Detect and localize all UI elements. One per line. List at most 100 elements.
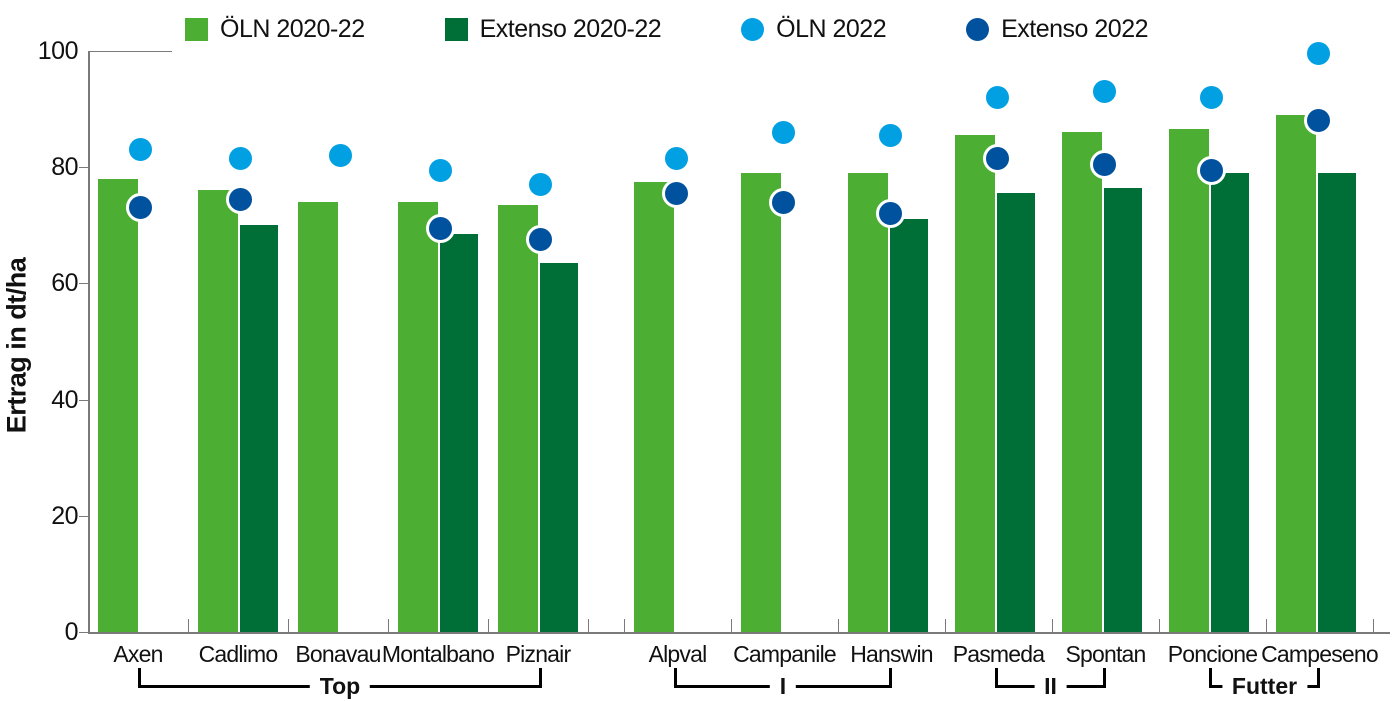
dot-oln-poncione xyxy=(1196,82,1226,112)
chart-legend: ÖLN 2020-22 Extenso 2020-22 ÖLN 2022 Extens… xyxy=(185,8,1149,50)
x-tick xyxy=(488,619,489,632)
legend-label: Extenso 2022 xyxy=(1001,14,1149,43)
dot-extenso-spontan xyxy=(1089,149,1119,179)
x-tick xyxy=(188,619,189,632)
y-axis-line xyxy=(88,51,90,632)
x-label-piznair: Piznair xyxy=(505,641,572,667)
bar-oln-piznair xyxy=(498,204,538,632)
dot-extenso-hanswin xyxy=(875,199,905,229)
bar-extenso-spontan xyxy=(1104,187,1142,632)
bar-extenso-montalbano xyxy=(440,234,478,632)
y-tick xyxy=(79,283,89,285)
x-label-bonavau: Bonavau xyxy=(295,641,381,667)
bar-oln-spontan xyxy=(1062,132,1102,632)
bar-oln-pasmeda xyxy=(955,135,995,632)
extenso-dot-swatch-icon xyxy=(966,17,990,41)
x-tick xyxy=(624,619,625,632)
bar-oln-poncione xyxy=(1169,129,1209,632)
group-label-futter: Futter xyxy=(1221,673,1308,699)
y-tick xyxy=(79,167,89,169)
x-label-hanswin: Hanswin xyxy=(850,641,933,667)
bar-extenso-campeseno xyxy=(1318,173,1356,632)
group-label-top: Top xyxy=(309,673,371,699)
x-label-spontan: Spontan xyxy=(1065,641,1146,667)
x-tick xyxy=(1159,619,1160,632)
group-bracket-top: Top xyxy=(138,668,542,699)
x-tick xyxy=(1373,619,1374,632)
y-tick xyxy=(79,632,89,633)
dot-oln-montalbano xyxy=(425,155,455,185)
y-tick-label: 80 xyxy=(51,153,78,182)
bar-oln-bonavau xyxy=(298,202,338,632)
x-tick xyxy=(588,619,589,632)
dot-extenso-cadlimo xyxy=(225,184,255,214)
x-tick xyxy=(288,619,289,632)
x-tick xyxy=(838,619,839,632)
x-label-axen: Axen xyxy=(113,641,163,667)
bar-oln-alpval xyxy=(634,181,674,632)
legend-label: ÖLN 2020-22 xyxy=(220,14,365,43)
x-label-poncione: Poncione xyxy=(1167,641,1258,667)
y-tick xyxy=(79,399,89,401)
legend-item-2: ÖLN 2022 xyxy=(741,14,887,44)
dot-oln-bonavau xyxy=(325,141,355,171)
y-tick xyxy=(79,515,89,517)
bar-oln-campanile xyxy=(741,173,781,632)
legend-item-3: Extenso 2022 xyxy=(966,14,1149,44)
bar-oln-montalbano xyxy=(398,202,438,632)
x-axis-line xyxy=(88,632,1390,634)
dot-oln-pasmeda xyxy=(982,82,1012,112)
bar-extenso-poncione xyxy=(1211,173,1249,632)
dot-oln-spontan xyxy=(1089,77,1119,107)
x-label-montalbano: Montalbano xyxy=(381,641,495,667)
bar-oln-axen xyxy=(98,178,138,632)
x-tick xyxy=(1052,619,1053,632)
dot-oln-piznair xyxy=(525,170,555,200)
x-tick xyxy=(731,619,732,632)
group-bracket-i: I xyxy=(674,668,892,699)
dot-oln-hanswin xyxy=(875,120,905,150)
dot-oln-cadlimo xyxy=(225,143,255,173)
x-tick xyxy=(388,619,389,632)
dot-extenso-campanile xyxy=(768,187,798,217)
y-tick-label: 100 xyxy=(37,37,79,65)
bar-oln-campeseno xyxy=(1276,114,1316,632)
oln-bar-swatch-icon xyxy=(185,17,208,41)
group-label-i: I xyxy=(769,673,797,699)
bar-extenso-piznair xyxy=(540,263,578,632)
dot-extenso-axen xyxy=(125,193,155,223)
x-label-campanile: Campanile xyxy=(733,641,837,667)
y-tick-label: 40 xyxy=(51,385,78,414)
group-bracket-futter: Futter xyxy=(1209,668,1320,699)
extenso-bar-swatch-icon xyxy=(444,17,468,41)
dot-extenso-campeseno xyxy=(1303,106,1333,136)
bar-extenso-hanswin xyxy=(890,219,928,632)
dot-extenso-piznair xyxy=(525,225,555,255)
dot-extenso-poncione xyxy=(1196,155,1226,185)
dot-oln-campanile xyxy=(768,117,798,147)
dot-extenso-alpval xyxy=(661,178,691,208)
top-tick-100 xyxy=(88,51,172,52)
x-tick xyxy=(1266,619,1267,632)
group-label-ii: II xyxy=(1034,673,1067,699)
x-label-cadlimo: Cadlimo xyxy=(198,641,279,667)
bar-oln-cadlimo xyxy=(198,190,238,632)
dot-oln-axen xyxy=(125,135,155,165)
dot-extenso-montalbano xyxy=(425,213,455,243)
y-tick-label: 0 xyxy=(64,618,79,646)
y-tick-label: 60 xyxy=(51,269,78,298)
legend-item-1: Extenso 2020-22 xyxy=(444,15,662,44)
dot-oln-campeseno xyxy=(1303,39,1333,69)
bar-extenso-cadlimo xyxy=(240,225,278,632)
legend-item-0: ÖLN 2020-22 xyxy=(185,15,365,44)
bar-oln-hanswin xyxy=(848,173,888,632)
oln-dot-swatch-icon xyxy=(741,17,765,41)
legend-label: ÖLN 2022 xyxy=(776,14,887,43)
x-label-alpval: Alpval xyxy=(648,641,708,667)
y-tick-label: 20 xyxy=(51,501,78,530)
bar-extenso-pasmeda xyxy=(997,193,1035,632)
dot-extenso-pasmeda xyxy=(982,143,1012,173)
group-bracket-ii: II xyxy=(995,668,1106,699)
